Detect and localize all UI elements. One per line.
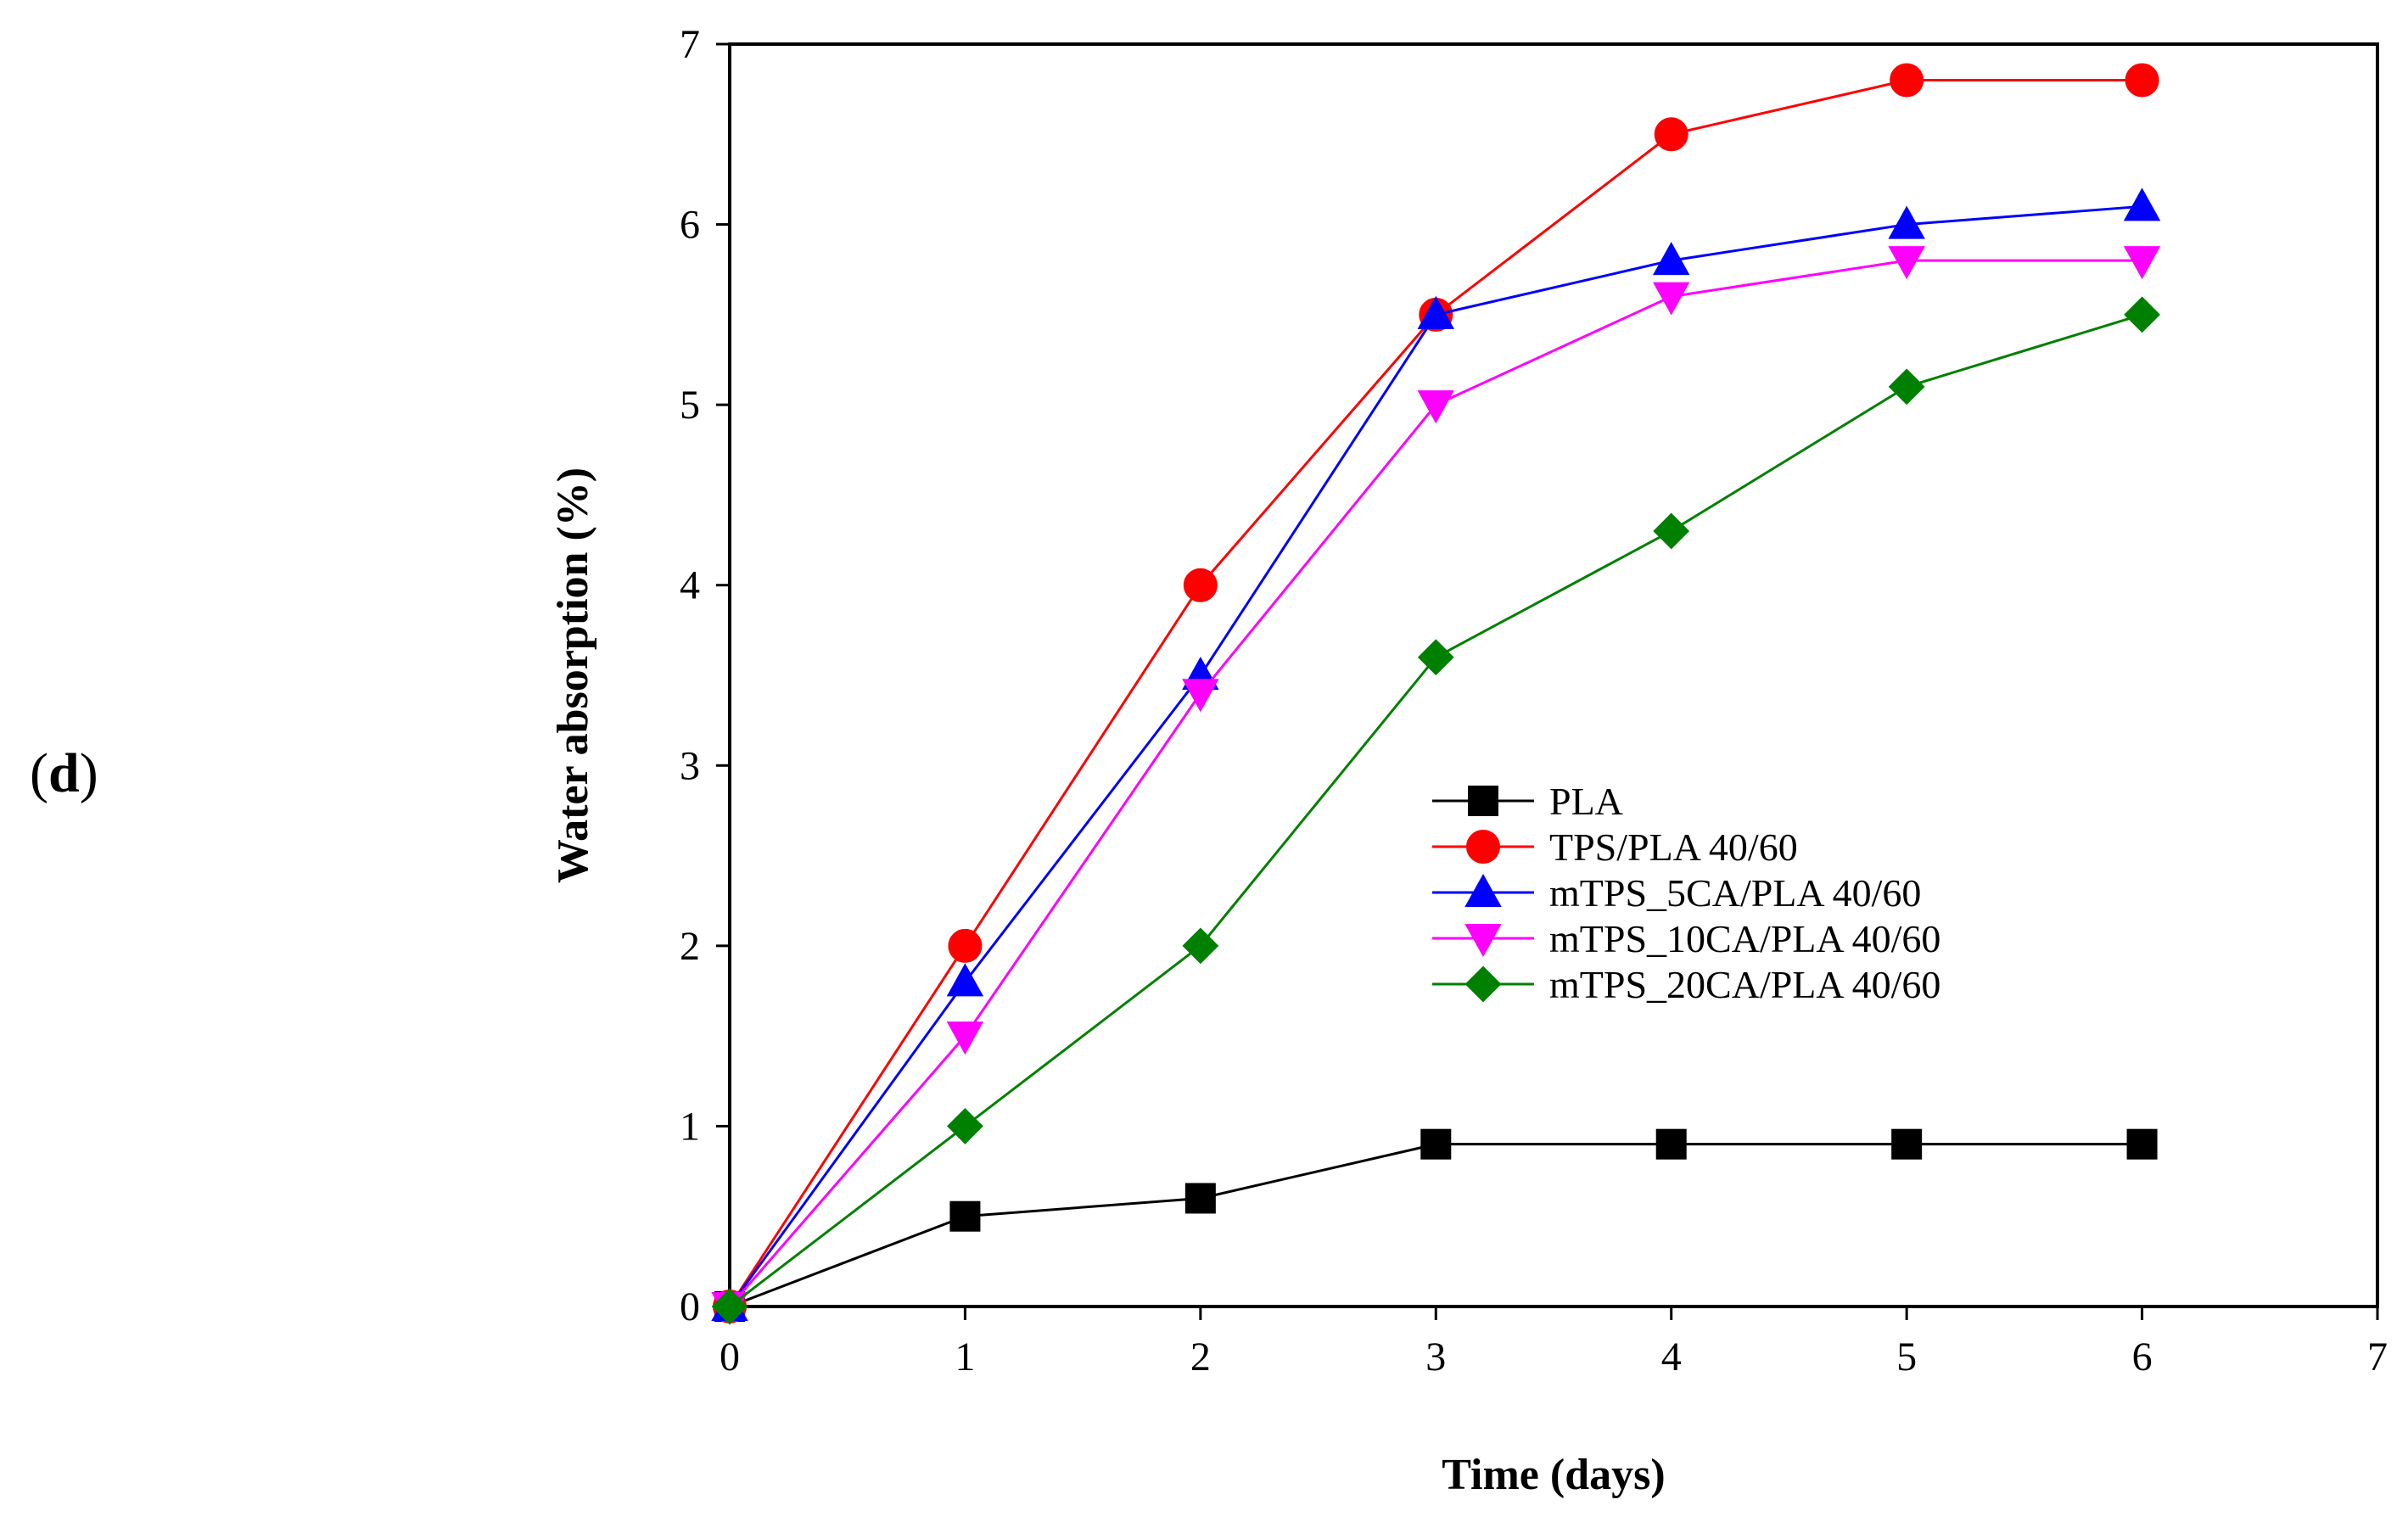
data-point [946,1021,984,1055]
y-axis-title: Water absorption (%) [549,467,597,883]
y-tick-label: 7 [680,22,700,67]
data-point [1888,205,1925,239]
legend-item: mTPS_5CA/PLA 40/60 [1432,871,1921,915]
plot-frame [728,42,2379,1308]
data-point [1184,1183,1216,1214]
legend-marker [1464,873,1502,907]
series-layer [711,63,2161,1326]
data-point [2124,296,2160,333]
axis-tick-labels: 0 1 2 3 4 5 6 7 0 1 2 3 4 5 6 7 [680,22,2388,1379]
data-point [1888,368,1925,406]
panel-label-close: ) [80,742,98,804]
data-point [1183,568,1218,602]
data-point [949,1200,981,1232]
data-point [1654,117,1688,152]
data-point [1182,927,1219,965]
series-4 [711,296,2160,1325]
data-point [948,928,983,963]
legend-label: mTPS_5CA/PLA 40/60 [1549,871,1921,915]
x-axis-title: Time (days) [1442,1451,1665,1499]
panel-label-open: ( [30,742,48,804]
data-point [2126,1128,2158,1160]
data-point [1655,1128,1687,1160]
data-point [1888,246,1925,280]
data-point [947,1108,983,1144]
y-tick-label: 3 [680,743,700,788]
data-point [1417,295,1454,329]
x-tick-label: 6 [2132,1335,2153,1379]
legend-label: mTPS_20CA/PLA 40/60 [1549,963,1940,1006]
panel-label-letter: d [48,742,80,804]
data-point [1891,1128,1923,1160]
x-tick-label: 5 [1896,1335,1917,1379]
series-0 [714,1128,2158,1322]
legend-item: mTPS_10CA/PLA 40/60 [1432,917,1940,960]
x-tick-label: 1 [955,1335,975,1379]
data-point [2123,246,2161,280]
data-point [1890,63,1924,98]
legend-item: TPS/PLA 40/60 [1432,825,1798,869]
y-tick-label: 0 [680,1284,700,1329]
data-point [1653,282,1690,316]
legend-marker [1468,786,1498,816]
data-point [1420,1128,1452,1160]
series-line [729,1143,2142,1308]
data-point [2123,187,2161,221]
y-tick-label: 4 [680,563,700,608]
x-tick-label: 3 [1425,1335,1446,1379]
panel-label: (d) [30,742,98,804]
x-tick-label: 2 [1190,1335,1211,1379]
data-point [1653,242,1690,276]
series-line [728,79,2142,1307]
y-tick-label: 6 [680,203,700,248]
data-point [2125,63,2159,98]
data-point [1417,390,1454,424]
data-point [1417,639,1454,676]
series-3 [711,246,2161,1326]
y-tick-label: 5 [680,383,700,428]
y-tick-label: 1 [680,1104,700,1149]
legend-item: mTPS_20CA/PLA 40/60 [1432,963,1940,1006]
legend-label: PLA [1549,780,1623,823]
x-tick-label: 0 [720,1335,740,1379]
data-point [711,1288,748,1325]
legend-label: TPS/PLA 40/60 [1549,825,1798,869]
legend-marker [1464,965,1502,1003]
data-point [946,963,984,997]
x-tick-label: 4 [1661,1335,1682,1379]
legend-item: PLA [1432,780,1623,823]
y-tick-label: 2 [680,924,700,969]
legend-label: mTPS_10CA/PLA 40/60 [1549,917,1940,960]
legend-marker [1466,830,1500,864]
data-point [1182,679,1219,713]
legend-marker [1464,924,1502,958]
data-point [1653,512,1690,550]
x-tick-label: 7 [2367,1335,2388,1379]
